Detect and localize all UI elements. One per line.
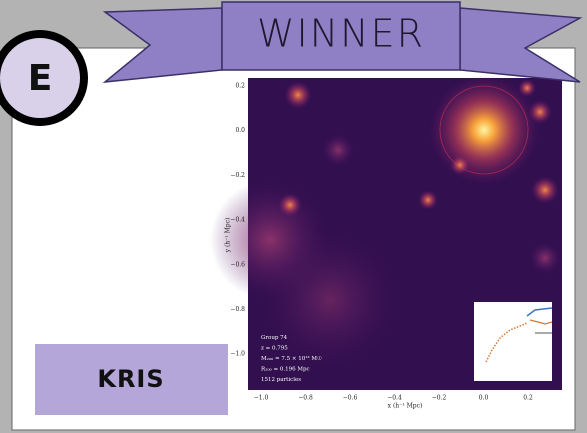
inset-series: [529, 319, 553, 325]
blob: [529, 242, 561, 274]
inset-series: [526, 307, 553, 317]
x-tick-label: −0.8: [298, 395, 313, 402]
y-tick-label: −0.8: [230, 306, 245, 313]
x-tick-label: −1.0: [254, 395, 269, 402]
x-tick-label: 0.2: [523, 395, 533, 402]
blob: [284, 81, 312, 109]
name-label: KRIS: [97, 365, 164, 393]
y-tick-label: −0.2: [230, 172, 245, 179]
ribbon-left: [102, 7, 223, 83]
plot-annotation: Group 74: [261, 335, 288, 341]
badge-letter: E: [28, 58, 53, 99]
blob: [260, 230, 400, 370]
blob: [418, 190, 438, 210]
banner-box: [221, 1, 461, 71]
inset-series: [485, 322, 528, 363]
blob: [528, 100, 552, 124]
badge: [0, 30, 88, 126]
x-axis-label: x (h⁻¹ Mpc): [388, 403, 423, 410]
blob: [531, 176, 559, 204]
blob: [322, 134, 354, 166]
r200-circle: [439, 85, 529, 175]
banner-title: WINNER: [257, 12, 425, 56]
blob: [518, 79, 536, 97]
name-box: [35, 344, 228, 415]
plot-annotation: z = 0.795: [261, 346, 288, 352]
x-tick-label: 0.0: [479, 395, 489, 402]
y-tick-label: 0.2: [235, 83, 245, 90]
y-tick-label: −0.6: [230, 261, 245, 268]
y-tick-label: 0.0: [235, 127, 245, 134]
ribbon-right: [459, 7, 583, 83]
y-tick-label: −1.0: [230, 351, 245, 358]
plot-annotation: R₂₀₀ = 0.196 Mpc: [261, 367, 310, 373]
inset-plot: [474, 302, 552, 381]
winner-banner: WINNER: [102, 1, 583, 83]
blob: [278, 193, 302, 217]
plot-annotation: 1512 particles: [261, 377, 301, 383]
x-tick-label: −0.4: [387, 395, 402, 402]
x-tick-label: −0.2: [432, 395, 447, 402]
plot-annotation: M₂₀₀ = 7.5 × 10¹³ M☉: [261, 355, 322, 362]
y-axis-label: y (h⁻¹ Mpc): [225, 218, 232, 254]
blob: [450, 155, 470, 175]
y-tick-label: −0.4: [230, 217, 245, 224]
density-plot: Group 74 z = 0.795 M₂₀₀ = 7.5 × 10¹³ M☉ R₂₀…: [210, 75, 562, 390]
x-tick-label: −0.6: [343, 395, 358, 402]
